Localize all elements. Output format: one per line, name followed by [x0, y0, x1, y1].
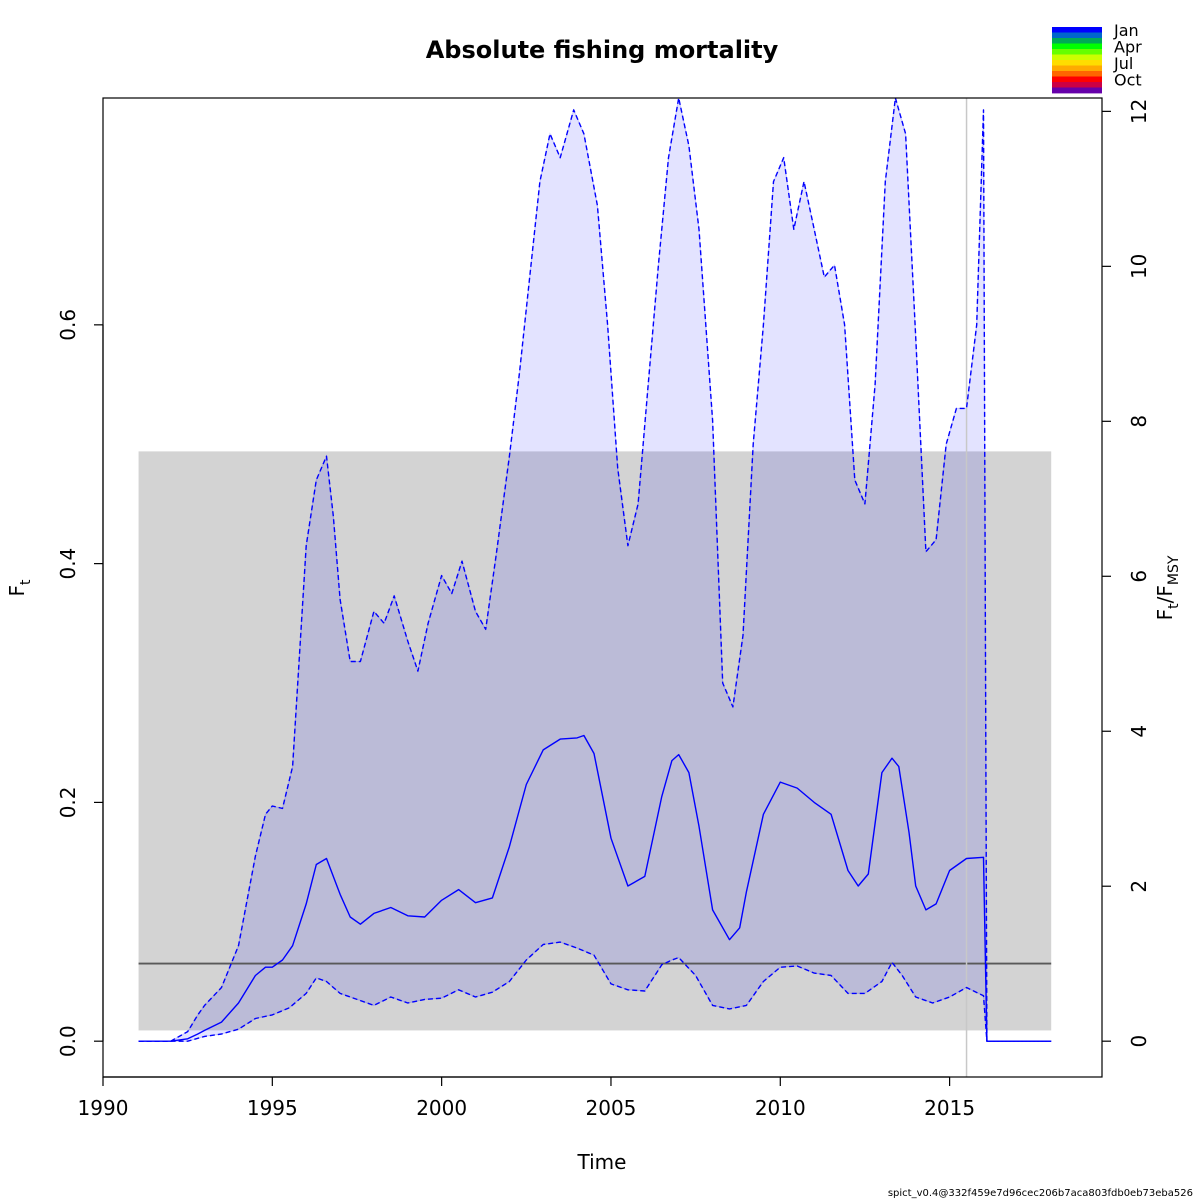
lower-ci-line	[138, 941, 1052, 1042]
chart-title: Absolute fishing mortality	[426, 36, 779, 64]
legend-swatch	[1052, 76, 1102, 83]
y2-tick-label: 4	[1127, 725, 1151, 738]
series-group	[138, 98, 1052, 1042]
x-tick-label: 1990	[78, 1096, 129, 1120]
y-tick-label: 0.0	[56, 1025, 80, 1057]
legend-swatch	[1052, 65, 1102, 72]
legend-swatch	[1052, 49, 1102, 55]
legend-swatch	[1052, 38, 1102, 44]
footer-version: spict_v0.4@332f459e7d96cec206b7aca803fdb…	[888, 1188, 1193, 1199]
x-tick-label: 2015	[924, 1096, 975, 1120]
x-tick-label: 2005	[586, 1096, 637, 1120]
legend-label: Jul	[1113, 54, 1133, 73]
y2-tick-label: 10	[1127, 254, 1151, 279]
y-label-main: F	[5, 585, 29, 597]
upper-ci-line	[138, 98, 1052, 1042]
x-tick-label: 2010	[755, 1096, 806, 1120]
y-tick-label: 0.4	[56, 548, 80, 580]
legend-swatch	[1052, 87, 1102, 94]
y-tick-label: 0.6	[56, 309, 80, 341]
legend-swatch	[1052, 43, 1102, 50]
legend-swatch	[1052, 32, 1102, 39]
x-axis-label: Time	[577, 1150, 627, 1174]
y2-tick-label: 12	[1127, 99, 1151, 124]
legend-label: Apr	[1114, 38, 1142, 57]
y-label-sub: t	[18, 579, 34, 585]
legend-label: Oct	[1114, 71, 1142, 90]
y2-label-tail-sub: MSY	[1166, 555, 1182, 585]
x-tick-label: 2000	[416, 1096, 467, 1120]
y-axis-label-right: Ft/FMSY	[1153, 555, 1182, 620]
legend-swatch	[1052, 60, 1102, 66]
y-axis-label-left: Ft	[5, 579, 34, 597]
legend-swatch	[1052, 71, 1102, 77]
fmsy-ci-band	[138, 451, 1052, 1031]
f-estimate-line	[138, 734, 1052, 1042]
legend-swatch	[1052, 27, 1102, 33]
legend-swatch	[1052, 54, 1102, 61]
y-axis-right: 0 2 4 6 8 10 12	[1102, 99, 1151, 1048]
y-axis-left: 0.0 0.2 0.4 0.6	[56, 309, 104, 1057]
y2-tick-label: 2	[1127, 880, 1151, 893]
y2-label-sub: t	[1166, 603, 1182, 609]
y-tick-label: 0.2	[56, 786, 80, 818]
y2-tick-label: 6	[1127, 570, 1151, 583]
y2-label-main: F	[1153, 609, 1177, 621]
legend-label: Jan	[1113, 21, 1139, 40]
y2-tick-label: 0	[1127, 1035, 1151, 1048]
y2-label-tail: /F	[1153, 585, 1177, 603]
x-tick-label: 1995	[247, 1096, 298, 1120]
legend-swatch	[1052, 82, 1102, 88]
y2-tick-label: 8	[1127, 415, 1151, 428]
x-axis: 1990 1995 2000 2005 2010 2015	[78, 1076, 975, 1120]
